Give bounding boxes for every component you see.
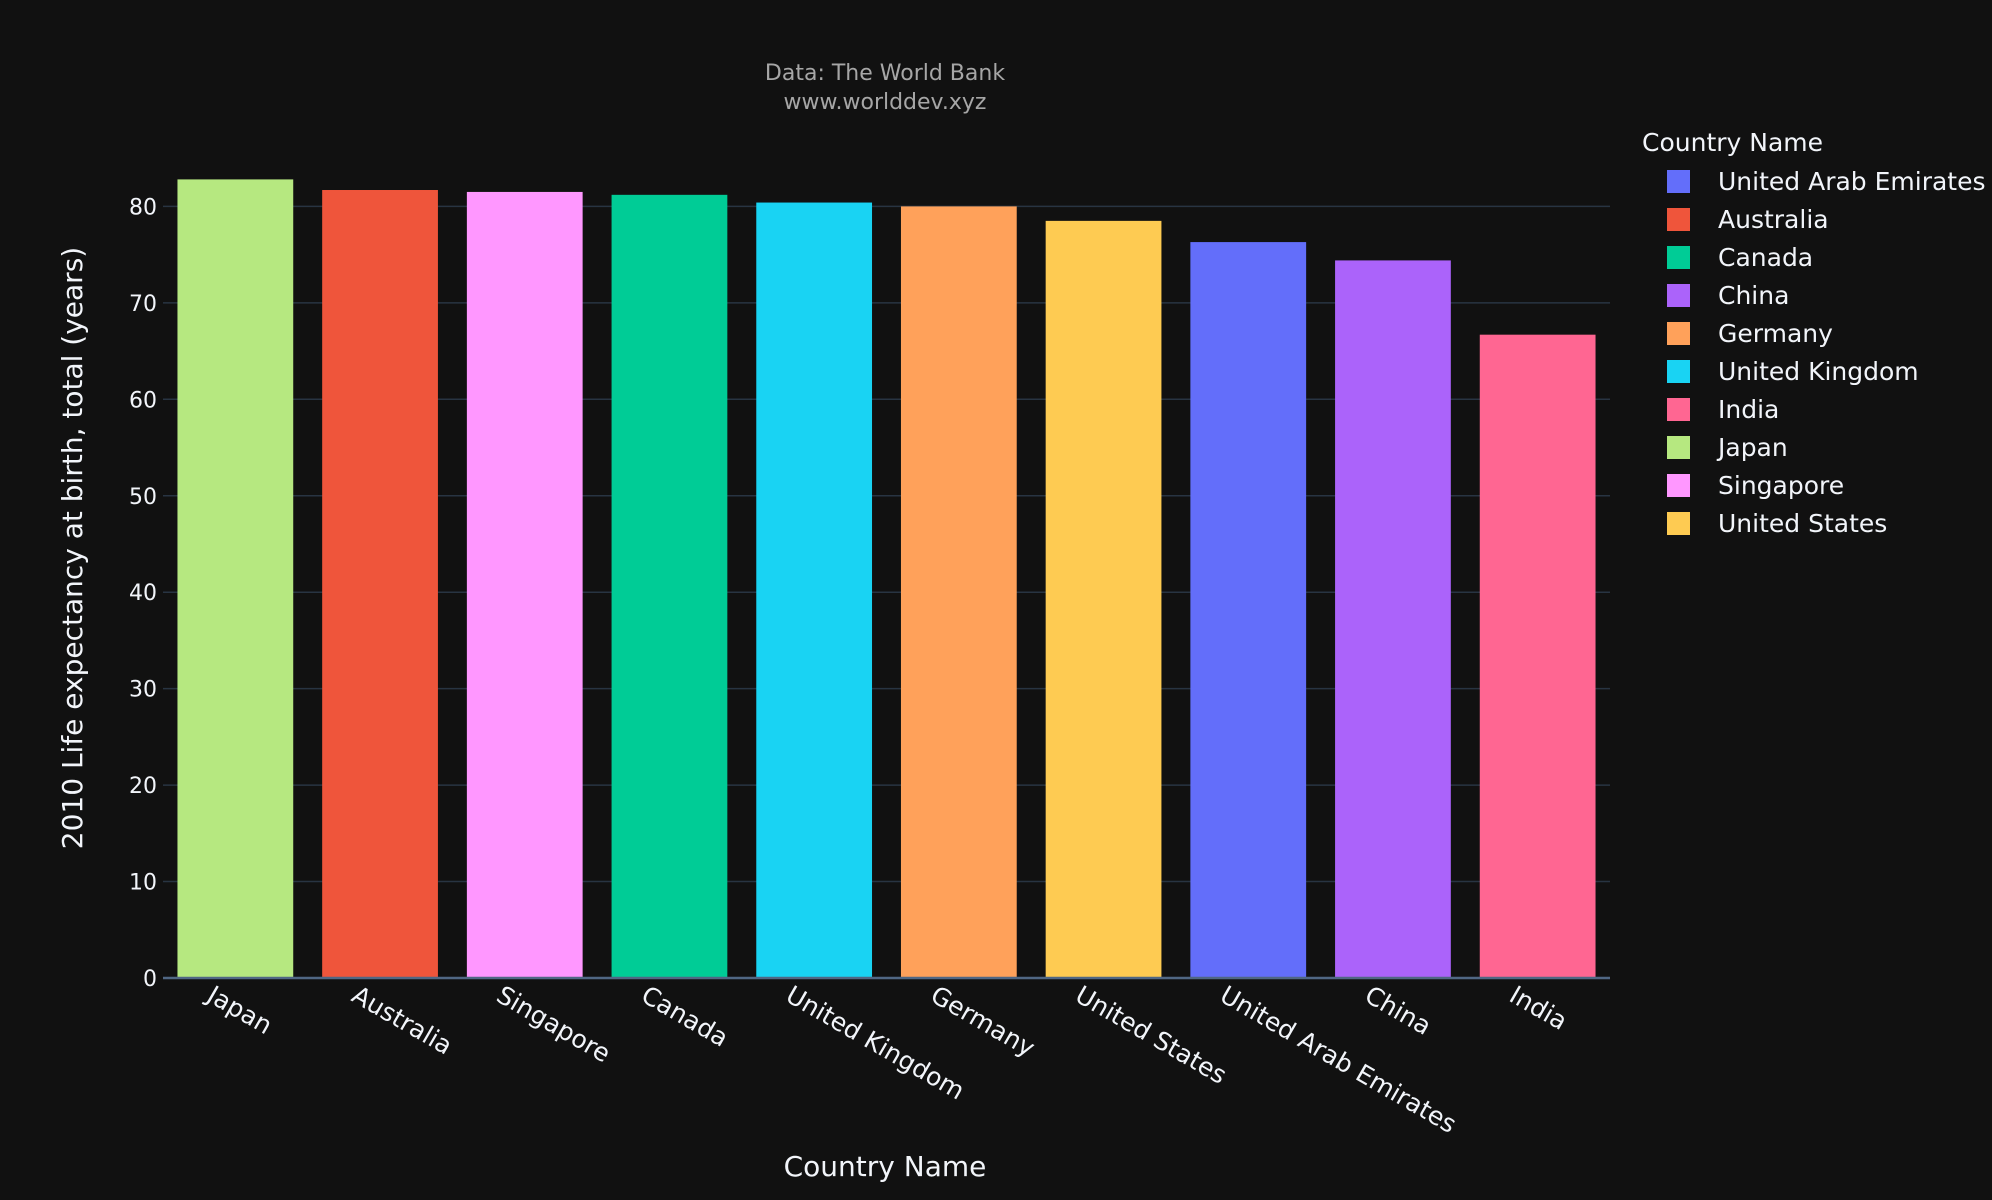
bar[interactable] <box>611 194 728 979</box>
y-tick-label: 60 <box>129 388 157 413</box>
legend-label: Canada <box>1718 243 1813 272</box>
legend-item[interactable]: Japan <box>1667 433 1788 462</box>
y-tick-label: 20 <box>129 774 157 799</box>
bars <box>177 179 1596 979</box>
legend-swatch <box>1667 398 1690 421</box>
chart-subtitle-line-1: Data: The World Bank <box>765 61 1005 86</box>
legend-label: Japan <box>1716 433 1788 462</box>
legend-item[interactable]: China <box>1667 281 1789 310</box>
legend-swatch <box>1667 246 1690 269</box>
legend-label: Singapore <box>1718 471 1844 500</box>
bar[interactable] <box>756 202 873 978</box>
legend-item[interactable]: United Arab Emirates <box>1667 167 1986 196</box>
legend-label: India <box>1718 395 1779 424</box>
legend-item[interactable]: Singapore <box>1667 471 1844 500</box>
legend-label: United States <box>1718 509 1887 538</box>
legend-item[interactable]: United Kingdom <box>1667 357 1919 386</box>
legend-label: China <box>1718 281 1789 310</box>
legend-swatch <box>1667 360 1690 383</box>
y-tick-label: 50 <box>129 485 157 510</box>
y-axis-title: 2010 Life expectancy at birth, total (ye… <box>56 247 89 849</box>
legend-swatch <box>1667 512 1690 535</box>
bar[interactable] <box>177 179 294 978</box>
legend-swatch <box>1667 208 1690 231</box>
legend-label: Australia <box>1718 205 1829 234</box>
y-tick-label: 10 <box>129 871 157 896</box>
legend-item[interactable]: Australia <box>1667 205 1829 234</box>
chart-subtitle-line-2: www.worlddev.xyz <box>784 90 987 115</box>
legend-label: United Kingdom <box>1718 357 1919 386</box>
legend-swatch <box>1667 322 1690 345</box>
y-tick-label: 40 <box>129 581 157 606</box>
legend-item[interactable]: India <box>1667 395 1779 424</box>
legend-swatch <box>1667 284 1690 307</box>
bar[interactable] <box>1335 260 1451 979</box>
y-tick-label: 0 <box>143 967 157 992</box>
legend-item[interactable]: Canada <box>1667 243 1813 272</box>
legend-item[interactable]: Germany <box>1667 319 1833 348</box>
y-tick-label: 80 <box>129 195 157 220</box>
legend: Country Name United Arab Emirates Austral… <box>1642 128 1986 538</box>
bar[interactable] <box>466 191 583 978</box>
legend-swatch <box>1667 436 1690 459</box>
legend-swatch <box>1667 474 1690 497</box>
y-tick-labels: 0 10 20 30 40 50 60 70 80 <box>129 195 157 992</box>
bar[interactable] <box>1190 242 1307 979</box>
y-tick-label: 70 <box>129 292 157 317</box>
y-tick-label: 30 <box>129 678 157 703</box>
bar[interactable] <box>1479 334 1596 978</box>
legend-label: Germany <box>1718 319 1833 348</box>
legend-item[interactable]: United States <box>1667 509 1887 538</box>
legend-swatch <box>1667 170 1690 193</box>
legend-title: Country Name <box>1642 128 1823 157</box>
bar[interactable] <box>322 190 438 978</box>
bar[interactable] <box>1045 220 1162 979</box>
x-axis-title: Country Name <box>784 1150 987 1183</box>
bar[interactable] <box>900 206 1017 979</box>
legend-label: United Arab Emirates <box>1718 167 1986 196</box>
